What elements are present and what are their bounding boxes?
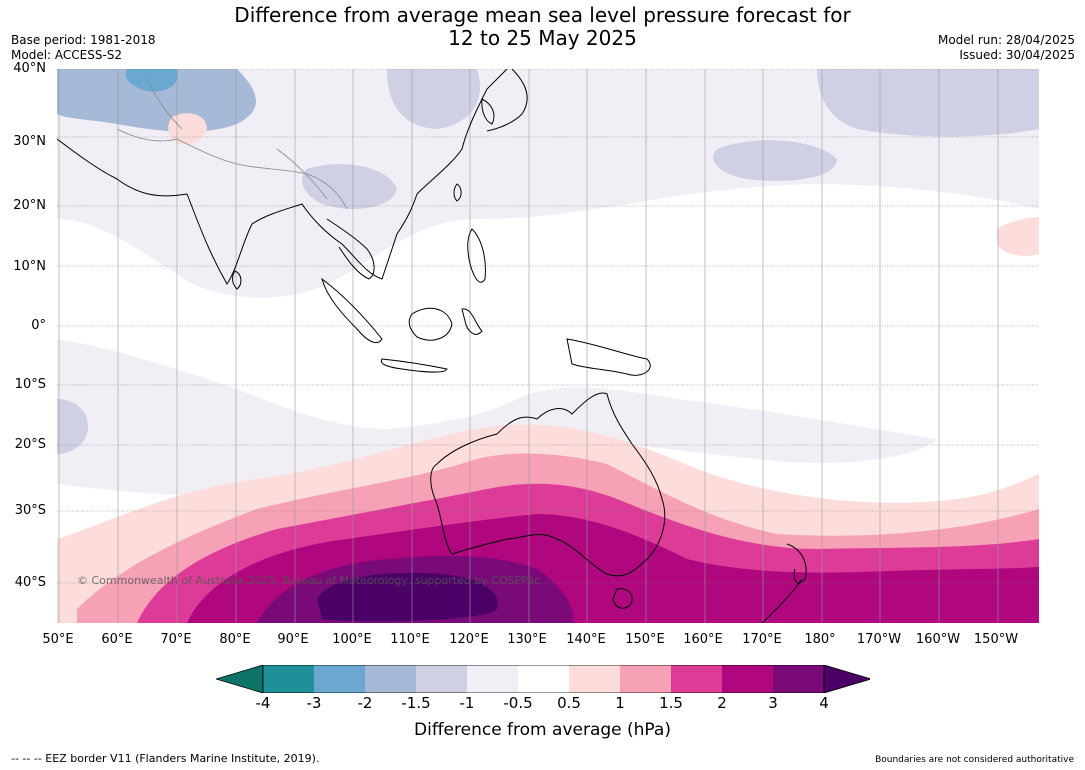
coastline-taiwan	[453, 183, 462, 202]
lon-label-90e: 90°E	[277, 632, 309, 647]
colorbar-tick-label: -2	[357, 694, 373, 712]
anomaly-field-positive-4	[317, 572, 498, 622]
boundaries-disclaimer: Boundaries are not considered authoritat…	[875, 755, 1074, 765]
lat-label-40s: 40°S	[14, 575, 46, 590]
colorbar-tick-label: -0.5	[503, 694, 533, 712]
colorbar-segment	[416, 665, 467, 693]
colorbar-tick-label: -1.5	[401, 694, 431, 712]
coastline-korea	[481, 98, 495, 125]
lat-label-10s: 10°S	[14, 377, 46, 392]
colorbar-tick-label: -3	[306, 694, 322, 712]
anomaly-field-negative-asia	[57, 69, 256, 132]
colorbar-outline	[262, 665, 825, 693]
coastline-philippines	[467, 228, 486, 283]
pressure-anomaly-map: © Commonwealth of Australia 2025, Bureau…	[57, 69, 1039, 623]
lat-label-40n: 40°N	[13, 61, 46, 76]
eez-border-note: -- -- -- EEZ border V11 (Flanders Marine…	[11, 752, 320, 765]
colorbar-segment	[263, 665, 314, 693]
anomaly-field-negative-pacific-2	[713, 140, 837, 181]
coastline-japan	[486, 69, 528, 132]
colorbar	[216, 665, 870, 693]
colorbar-segment	[314, 665, 365, 693]
colorbar-segment	[671, 665, 722, 693]
borders	[116, 78, 348, 210]
coastline-tasmania	[612, 588, 633, 609]
anomaly-field-negative-west-indian-ocean	[57, 399, 88, 454]
meta-right: Model run: 28/04/2025 Issued: 30/04/2025	[938, 33, 1075, 63]
lon-label-130e: 130°E	[507, 632, 547, 647]
coastline-indochina	[326, 218, 375, 280]
base-period: Base period: 1981-2018	[11, 33, 156, 47]
colorbar-segment	[365, 665, 416, 693]
coastline-asia	[57, 69, 508, 285]
anomaly-field-negative-pacific	[817, 69, 1039, 137]
coastline-java	[380, 358, 448, 373]
colorbar-tick-label: 3	[768, 694, 778, 712]
map-title: Difference from average mean sea level p…	[0, 4, 1085, 50]
lon-label-110e: 110°E	[390, 632, 430, 647]
lat-label-30s: 30°S	[14, 503, 46, 518]
coastline-new-zealand	[761, 543, 807, 623]
graticule	[57, 69, 1039, 584]
lat-label-0: 0°	[31, 318, 46, 333]
anomaly-field-positive-india	[168, 113, 207, 145]
coastlines	[57, 69, 807, 623]
anomaly-field-positive-hawaii	[997, 217, 1039, 256]
colorbar-segment	[569, 665, 620, 693]
coastline-sumatra	[321, 277, 383, 344]
colorbar-segment	[620, 665, 671, 693]
colorbar-segment	[722, 665, 773, 693]
lat-label-20s: 20°S	[14, 437, 46, 452]
colorbar-tick-label: 0.5	[557, 694, 581, 712]
lat-label-10n: 10°N	[13, 259, 46, 274]
anomaly-field-dark-negative-pakistan	[125, 69, 178, 92]
colorbar-tick-label: 1.5	[659, 694, 683, 712]
colorbar-segment	[773, 665, 824, 693]
lat-label-30n: 30°N	[13, 134, 46, 149]
anomaly-field-negative-japan	[387, 69, 481, 129]
lon-label-150w: 150°W	[973, 632, 1019, 647]
lon-label-120e: 120°E	[449, 632, 489, 647]
lon-label-170w: 170°W	[856, 632, 902, 647]
lon-label-170e: 170°E	[742, 632, 782, 647]
lon-label-180: 180°	[804, 632, 836, 647]
lon-label-160e: 160°E	[683, 632, 723, 647]
title-line-1: Difference from average mean sea level p…	[234, 3, 851, 27]
map-canvas: © Commonwealth of Australia 2025, Bureau…	[57, 69, 1039, 623]
model-name: Model: ACCESS-S2	[11, 48, 123, 62]
lon-label-100e: 100°E	[332, 632, 372, 647]
colorbar-title: Difference from average (hPa)	[414, 720, 671, 740]
lon-label-80e: 80°E	[219, 632, 251, 647]
colorbar-extend-low	[216, 665, 264, 693]
colorbar-tick-label: 2	[717, 694, 727, 712]
coastline-borneo	[408, 307, 453, 341]
colorbar-segment	[467, 665, 518, 693]
meta-left: Base period: 1981-2018 Model: ACCESS-S2	[11, 33, 156, 63]
anomaly-field-light-negative-south	[57, 339, 937, 496]
lon-label-140e: 140°E	[566, 632, 606, 647]
title-line-2: 12 to 25 May 2025	[448, 26, 637, 50]
issued-date: Issued: 30/04/2025	[959, 48, 1075, 62]
lon-label-60e: 60°E	[101, 632, 133, 647]
anomaly-field-light-negative-north	[57, 69, 1039, 298]
colorbar-tick-label: -1	[459, 694, 475, 712]
colorbar-segment	[518, 665, 569, 693]
colorbar-extend-high	[823, 665, 870, 693]
colorbar-tick-label: 1	[615, 694, 625, 712]
coastline-australia	[430, 392, 666, 577]
coastline-new-guinea	[566, 338, 651, 376]
lon-label-50e: 50°E	[42, 632, 74, 647]
coastline-sulawesi	[461, 308, 483, 335]
model-run: Model run: 28/04/2025	[937, 33, 1075, 47]
lon-label-70e: 70°E	[160, 632, 192, 647]
lon-label-160w: 160°W	[915, 632, 961, 647]
lat-label-20n: 20°N	[13, 198, 46, 213]
meridians	[58, 69, 999, 623]
copyright-notice: © Commonwealth of Australia 2025, Bureau…	[77, 574, 540, 587]
colorbar-tick-label: 4	[819, 694, 829, 712]
lon-label-150e: 150°E	[625, 632, 665, 647]
colorbar-tick-label: -4	[255, 694, 271, 712]
coastline-sri-lanka	[232, 270, 242, 290]
